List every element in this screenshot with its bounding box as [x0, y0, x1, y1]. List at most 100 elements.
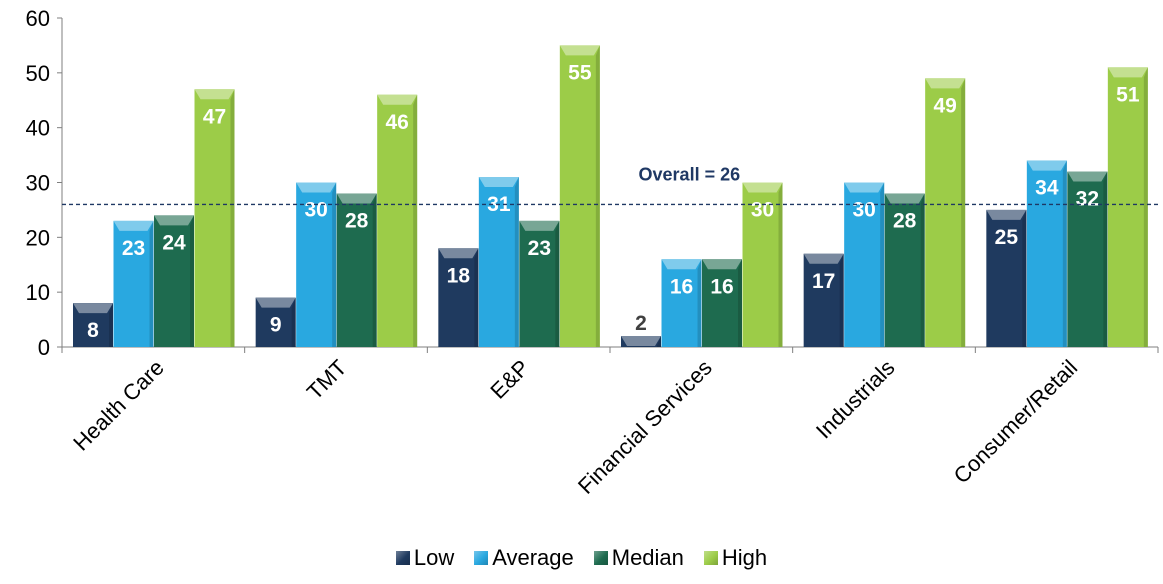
- bars: [73, 45, 1148, 348]
- data-label-low-e-p: 18: [447, 264, 471, 287]
- bar-body: [986, 209, 1027, 347]
- legend-swatch-high: [703, 551, 718, 565]
- legend-swatch-average: [474, 551, 489, 565]
- x-tick-label-financial-services: Financial Services: [573, 355, 717, 499]
- bar-average-financial-services: [661, 259, 702, 347]
- bar-bevel-side: [413, 94, 418, 348]
- bar-high-tmt: [377, 94, 418, 348]
- bar-low-consumer-retail: [986, 209, 1027, 347]
- x-tick-label-consumer-retail: Consumer/Retail: [949, 355, 1083, 489]
- bar-bevel-side: [880, 182, 885, 347]
- legend-swatch-median: [593, 551, 608, 565]
- bar-bevel-top: [661, 259, 702, 270]
- data-label-average-consumer-retail: 34: [1035, 177, 1059, 200]
- data-label-high-e-p: 55: [568, 61, 592, 84]
- bar-bevel-side: [697, 259, 702, 347]
- y-tick-label: 30: [26, 171, 50, 196]
- bar-body: [377, 94, 418, 348]
- data-label-high-health-care: 47: [203, 105, 226, 128]
- bar-body: [803, 253, 844, 347]
- bar-bevel-side: [190, 215, 194, 347]
- bar-high-consumer-retail: [1107, 67, 1148, 347]
- data-label-low-health-care: 8: [87, 319, 99, 342]
- x-tick-label-industrials: Industrials: [811, 355, 900, 444]
- data-label-median-financial-services: 16: [710, 275, 733, 298]
- bar-bevel-side: [230, 89, 235, 348]
- bar-average-e-p: [478, 177, 519, 347]
- data-label-median-health-care: 24: [162, 231, 186, 254]
- legend-label-average: Average: [492, 545, 574, 570]
- bar-average-consumer-retail: [1026, 160, 1067, 347]
- bar-low-financial-services: [621, 336, 661, 347]
- bar-bevel-top: [519, 220, 560, 231]
- bar-low-industrials: [803, 253, 844, 347]
- bar-high-e-p: [559, 45, 600, 348]
- bar-high-health-care: [194, 89, 235, 348]
- legend-label-high: High: [721, 545, 768, 570]
- bar-bevel-top: [113, 220, 154, 231]
- legend-item-low: Low: [395, 545, 455, 571]
- data-label-median-industrials: 28: [893, 209, 917, 232]
- bar-bevel-side: [1143, 67, 1148, 347]
- data-label-high-tmt: 46: [385, 111, 408, 134]
- bar-body: [154, 215, 194, 347]
- bar-body: [742, 182, 783, 347]
- y-tick-label: 50: [26, 61, 50, 86]
- bar-bevel-side: [839, 253, 844, 347]
- bar-bevel-side: [1062, 160, 1067, 347]
- bar-bevel-side: [657, 336, 661, 347]
- bar-high-financial-services: [742, 182, 783, 347]
- legend-label-median: Median: [611, 545, 684, 570]
- bar-body: [1026, 160, 1067, 347]
- bar-bevel-top: [194, 89, 235, 100]
- bar-bevel-top: [1107, 67, 1148, 78]
- bar-bevel-side: [778, 182, 783, 347]
- bar-median-consumer-retail: [1067, 171, 1108, 347]
- bar-body: [1107, 67, 1148, 347]
- legend-label-low: Low: [413, 545, 455, 570]
- bar-body: [336, 193, 377, 347]
- x-tick-label-e-p: E&P: [485, 355, 534, 404]
- y-tick-label: 0: [38, 335, 50, 360]
- data-label-average-financial-services: 16: [670, 275, 693, 298]
- x-axis: Health Care TMT E&P Financial Services Indus…: [61, 346, 1159, 499]
- bar-average-tmt: [296, 182, 337, 347]
- y-axis: 0 10 20 30 40 50 60: [26, 6, 63, 360]
- data-label-median-tmt: 28: [345, 209, 369, 232]
- bar-average-industrials: [844, 182, 885, 347]
- bar-median-e-p: [519, 220, 560, 347]
- bar-body: [702, 259, 742, 347]
- bar-bevel-top: [377, 94, 418, 105]
- data-label-low-industrials: 17: [812, 270, 835, 293]
- bar-bevel-top: [1067, 171, 1108, 182]
- bar-bevel-top: [296, 182, 337, 193]
- bar-median-tmt: [336, 193, 377, 347]
- bar-bevel-top: [1026, 160, 1067, 171]
- bar-high-industrials: [925, 78, 966, 348]
- bar-bevel-top: [884, 193, 925, 204]
- legend-item-high: High: [703, 545, 768, 571]
- bar-median-financial-services: [702, 259, 742, 347]
- bar-bevel-top: [154, 215, 194, 226]
- bar-bevel-side: [514, 177, 519, 347]
- bar-body: [884, 193, 925, 347]
- bar-body: [113, 220, 154, 347]
- legend: Low Average Median High: [0, 545, 1163, 571]
- bar-bevel-top: [844, 182, 885, 193]
- data-label-high-financial-services: 30: [751, 199, 774, 222]
- data-label-low-financial-services: 2: [635, 312, 647, 335]
- bar-body: [1067, 171, 1108, 347]
- bar-bevel-side: [372, 193, 377, 347]
- bar-bevel-top: [478, 177, 519, 188]
- bar-body: [478, 177, 519, 347]
- x-tick-label-tmt: TMT: [302, 355, 352, 405]
- bar-body: [194, 89, 235, 348]
- bar-bevel-top: [336, 193, 377, 204]
- bar-bevel-side: [555, 220, 560, 347]
- bar-low-tmt: [255, 297, 296, 347]
- legend-item-median: Median: [593, 545, 684, 571]
- bar-low-health-care: [73, 303, 113, 347]
- bar-body: [438, 248, 479, 347]
- bar-bevel-top: [73, 303, 113, 314]
